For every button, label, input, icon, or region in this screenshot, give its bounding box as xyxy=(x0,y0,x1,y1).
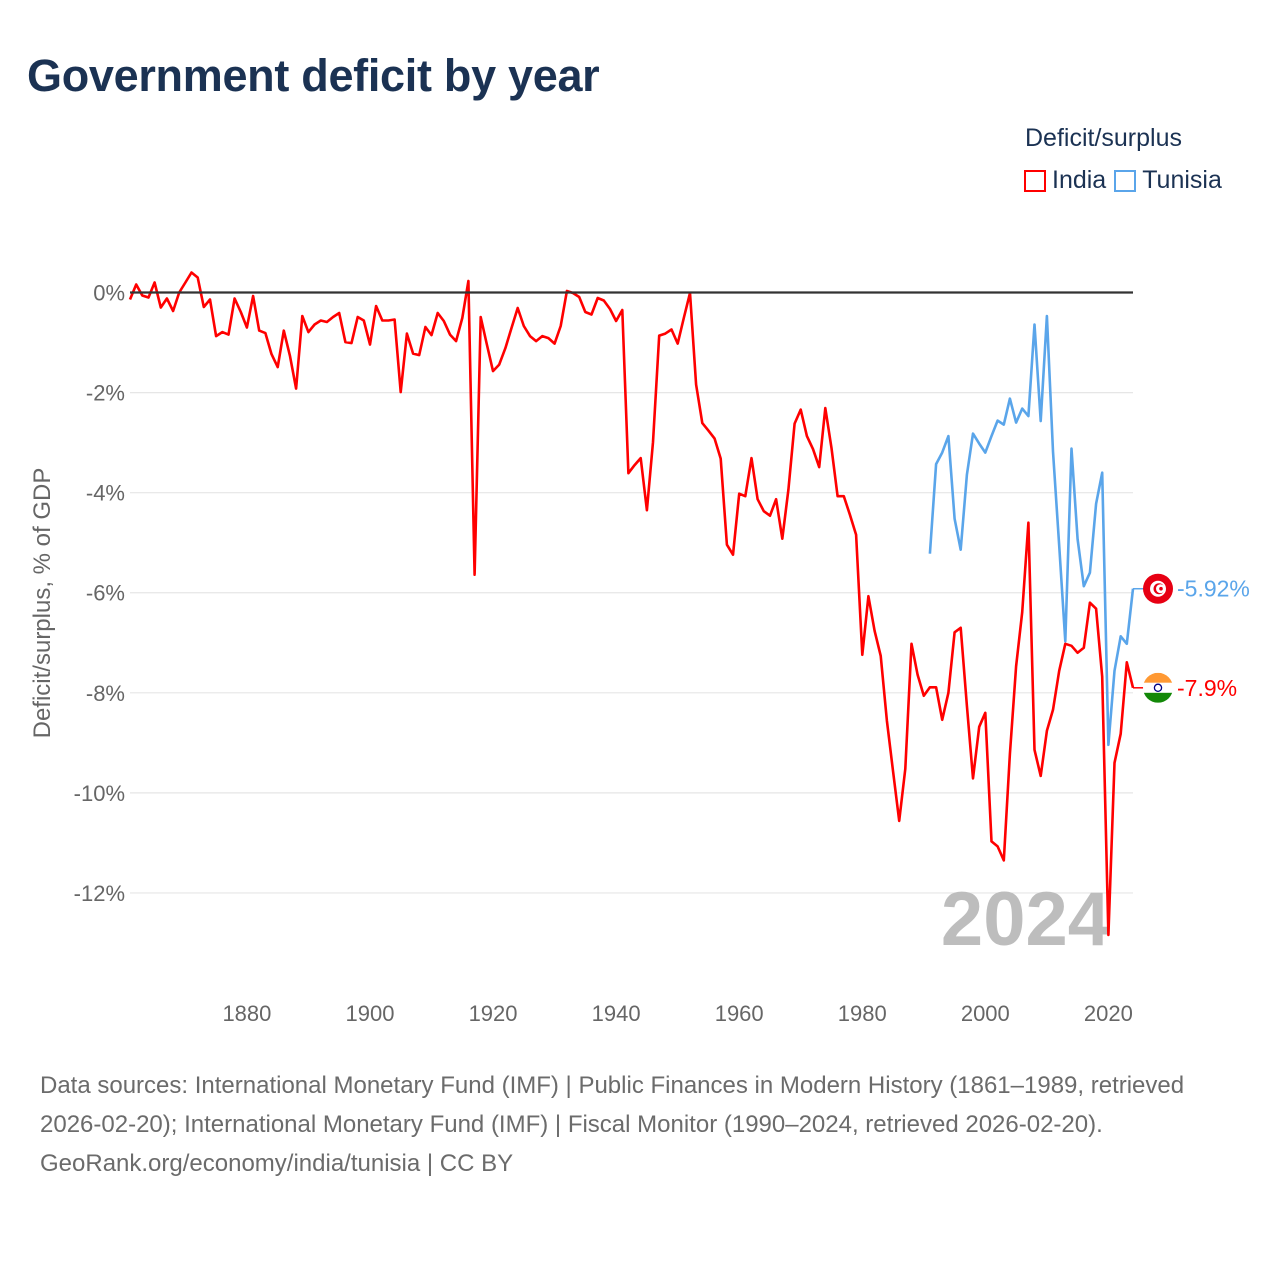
flag-star xyxy=(1159,586,1163,591)
series-line-tunisia xyxy=(928,314,1135,747)
flag-green xyxy=(1143,692,1173,703)
legend-item-india[interactable]: India xyxy=(1024,166,1106,195)
flag-stripes xyxy=(1143,672,1173,703)
legend-label-india: India xyxy=(1052,166,1107,194)
x-tick-label: 1960 xyxy=(715,1001,764,1026)
series-lines xyxy=(128,271,1135,937)
x-tick-label: 1900 xyxy=(346,1001,395,1026)
flag-saffron xyxy=(1143,672,1173,683)
flag-chakra xyxy=(1153,683,1163,693)
end-value-label: -7.9% xyxy=(1177,675,1237,701)
y-tick-label: -8% xyxy=(86,681,125,706)
y-tick-label: 0% xyxy=(93,281,125,306)
x-tick-label: 1980 xyxy=(838,1001,887,1026)
tunisia-flag-icon xyxy=(1143,573,1173,604)
x-tick-label: 1880 xyxy=(222,1001,271,1026)
x-tick-label: 1920 xyxy=(469,1001,518,1026)
flag-white xyxy=(1143,682,1173,693)
y-tick-label: -10% xyxy=(74,781,125,806)
x-tick-label: 1940 xyxy=(592,1001,641,1026)
year-watermark: 2024 xyxy=(941,877,1110,962)
legend-title: Deficit/surplus xyxy=(1025,124,1182,152)
y-tick-label: -6% xyxy=(86,581,125,606)
y-axis-label: Deficit/surplus, % of GDP xyxy=(29,468,56,739)
legend-item-tunisia[interactable]: Tunisia xyxy=(1114,166,1222,195)
end-labels: -7.9% -5.92% xyxy=(1133,573,1250,703)
y-axis-ticks: 0% -2% -4% -6% -8% -10% -12% xyxy=(74,281,125,906)
y-tick-label: -4% xyxy=(86,481,125,506)
y-tick-label: -12% xyxy=(74,881,125,906)
data-sources: Data sources: International Monetary Fun… xyxy=(40,1072,1185,1138)
series-line-india xyxy=(128,271,1135,937)
legend-swatch-india xyxy=(1024,169,1046,192)
credit-link[interactable]: GeoRank.org/economy/india/tunisia | CC B… xyxy=(40,1150,514,1177)
india-flag-icon xyxy=(1143,672,1173,703)
y-tick-label: -2% xyxy=(86,381,125,406)
x-tick-label: 2000 xyxy=(961,1001,1010,1026)
end-value-label: -5.92% xyxy=(1177,576,1250,602)
x-tick-label: 2020 xyxy=(1084,1001,1133,1026)
legend-swatch-tunisia xyxy=(1114,169,1137,192)
legend-label-tunisia: Tunisia xyxy=(1142,166,1222,194)
legend: India Tunisia xyxy=(1024,166,1222,195)
footer: Data sources: International Monetary Fun… xyxy=(40,1066,1240,1183)
x-axis-ticks: 1880 1900 1920 1940 1960 1980 2000 2020 xyxy=(222,1001,1132,1026)
chart-title: Government deficit by year xyxy=(27,50,600,101)
